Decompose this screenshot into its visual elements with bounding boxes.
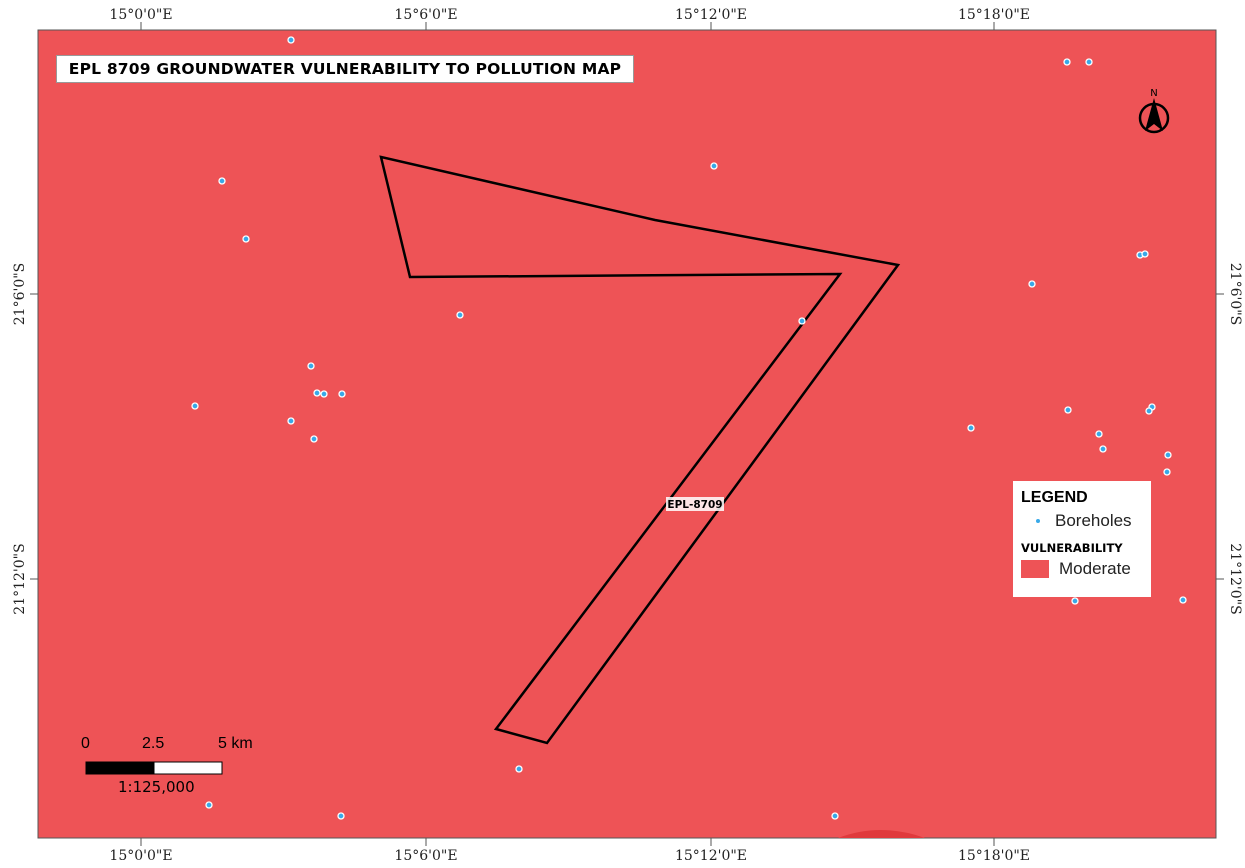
- borehole[interactable]: [218, 177, 226, 185]
- scale-label-5km: 5 km: [218, 735, 253, 752]
- borehole[interactable]: [313, 389, 321, 397]
- borehole[interactable]: [1071, 597, 1079, 605]
- legend-title: LEGEND: [1021, 489, 1088, 506]
- borehole[interactable]: [1099, 445, 1107, 453]
- epl-label: EPL-8709: [666, 497, 724, 511]
- borehole[interactable]: [337, 812, 345, 820]
- lon-label-bottom-1: 15°0'0"E: [109, 848, 172, 864]
- lat-label-right-2: 21°12'0"S: [1227, 543, 1243, 614]
- vulnerability-zone-moderate: [37, 29, 1217, 839]
- borehole[interactable]: [338, 390, 346, 398]
- map-title: EPL 8709 GROUNDWATER VULNERABILITY TO PO…: [56, 55, 634, 83]
- borehole[interactable]: [1163, 468, 1171, 476]
- lon-label-top-1: 15°0'0"E: [109, 7, 172, 23]
- legend-item-moderate: Moderate: [1021, 559, 1143, 579]
- borehole[interactable]: [310, 435, 318, 443]
- borehole[interactable]: [1085, 58, 1093, 66]
- borehole[interactable]: [307, 362, 315, 370]
- borehole-symbol-icon: [1021, 519, 1055, 523]
- borehole[interactable]: [456, 311, 464, 319]
- legend-label-boreholes: Boreholes: [1055, 511, 1132, 530]
- lat-label-left-2: 21°12'0"S: [12, 543, 28, 614]
- borehole[interactable]: [1145, 407, 1153, 415]
- graticule-ticks: [30, 22, 1224, 846]
- borehole[interactable]: [287, 36, 295, 44]
- borehole[interactable]: [515, 765, 523, 773]
- boreholes-layer: [191, 36, 1187, 820]
- borehole[interactable]: [967, 424, 975, 432]
- borehole[interactable]: [242, 235, 250, 243]
- vulnerability-zone-edge: [838, 830, 925, 838]
- scale-ratio: 1:125,000: [118, 778, 195, 796]
- borehole[interactable]: [1064, 406, 1072, 414]
- borehole[interactable]: [1063, 58, 1071, 66]
- lat-label-right-1: 21°6'0"S: [1227, 263, 1243, 326]
- scale-bar: [85, 761, 223, 775]
- lon-label-bottom-2: 15°6'0"E: [394, 848, 457, 864]
- north-arrow-icon: N: [1138, 88, 1170, 134]
- lon-label-top-3: 15°12'0"E: [675, 7, 747, 23]
- borehole[interactable]: [1028, 280, 1036, 288]
- lon-label-bottom-3: 15°12'0"E: [675, 848, 747, 864]
- borehole[interactable]: [320, 390, 328, 398]
- lon-label-top-2: 15°6'0"E: [394, 7, 457, 23]
- legend-label-moderate: Moderate: [1059, 559, 1131, 578]
- lon-label-top-4: 15°18'0"E: [958, 7, 1030, 23]
- svg-text:EPL-8709: EPL-8709: [667, 499, 722, 511]
- borehole[interactable]: [287, 417, 295, 425]
- borehole[interactable]: [1095, 430, 1103, 438]
- svg-text:N: N: [1150, 88, 1157, 99]
- borehole[interactable]: [710, 162, 718, 170]
- legend-vulnerability-title: VULNERABILITY: [1021, 541, 1123, 555]
- borehole[interactable]: [1179, 596, 1187, 604]
- lon-label-bottom-4: 15°18'0"E: [958, 848, 1030, 864]
- legend: LEGEND Boreholes VULNERABILITY Moderate: [1013, 481, 1151, 597]
- scale-label-2-5: 2.5: [142, 735, 165, 752]
- borehole[interactable]: [831, 812, 839, 820]
- borehole[interactable]: [1141, 250, 1149, 258]
- borehole[interactable]: [205, 801, 213, 809]
- borehole[interactable]: [798, 317, 806, 325]
- borehole[interactable]: [1164, 451, 1172, 459]
- legend-item-boreholes: Boreholes: [1021, 511, 1143, 531]
- epl-8709-boundary[interactable]: [379, 155, 901, 745]
- moderate-swatch-icon: [1021, 560, 1049, 578]
- scale-label-0: 0: [81, 735, 90, 752]
- lat-label-left-1: 21°6'0"S: [12, 263, 28, 326]
- borehole[interactable]: [191, 402, 199, 410]
